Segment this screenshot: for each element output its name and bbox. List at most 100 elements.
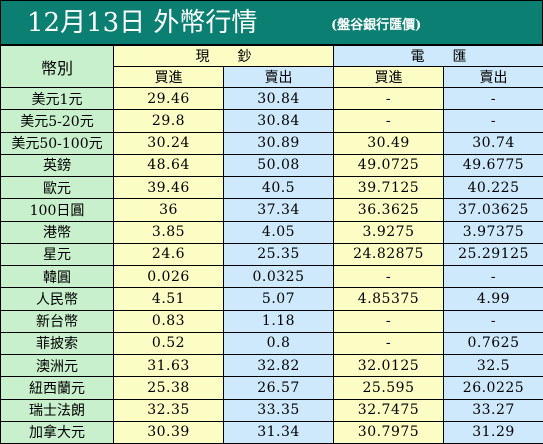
cash-buy-cell: 0.52 [113,331,224,356]
cash-sell-cell: 31.34 [223,420,334,444]
cash-sell-cell: 50.08 [223,153,334,178]
cash-buy-cell: 32.35 [113,398,224,422]
table-row: 英鎊 48.64 50.08 49.0725 49.6775 [0,153,543,178]
table-row: 瑞士法朗 32.35 33.35 32.7475 33.27 [0,398,543,422]
cash-sell-cell: 30.89 [223,131,334,155]
tt-sell-cell: 25.29125 [443,242,543,267]
cash-buy-cell: 3.85 [113,220,224,244]
currency-cell: 加拿大元 [0,420,114,444]
tt-sell-header: 賣出 [443,66,543,88]
cash-buy-cell: 25.38 [113,376,224,400]
tt-buy-cell: 25.595 [333,376,444,400]
tt-sell-cell: 31.29 [443,420,543,444]
currency-cell: 韓圓 [0,264,114,289]
tt-buy-cell: - [333,109,444,133]
cash-buy-cell: 39.46 [113,175,224,200]
tt-sell-cell: 32.5 [443,353,543,378]
page-title: 12月13日 外幣行情 [27,8,258,38]
tt-buy-cell: 32.7475 [333,398,444,422]
tt-buy-cell: 32.0125 [333,353,444,378]
tt-sell-cell: 4.99 [443,287,543,311]
cash-sell-cell: 0.8 [223,331,334,356]
exchange-rate-table: 幣別 現 鈔 電 匯 買進 賣出 買進 賣出 美元1元 29.46 30.84- - 美… [0,45,543,444]
currency-cell: 英鎊 [0,153,114,178]
tt-buy-cell: 30.49 [333,131,444,155]
table-row: 美元50-100元 30.24 30.89 30.49 30.74 [0,131,543,155]
tt-buy-cell: 3.9275 [333,220,444,244]
cash-buy-cell: 29.46 [113,86,224,111]
cash-sell-cell: 40.5 [223,175,334,200]
table-row: 韓圓 0.026 0.0325- - [0,264,543,289]
tt-buy-cell: 39.7125 [333,175,444,200]
tt-sell-cell: 33.27 [443,398,543,422]
cash-sell-cell: 5.07 [223,287,334,311]
cash-sell-header: 賣出 [223,66,334,88]
tt-sell-cell: 26.0225 [443,376,543,400]
table-row: 新台幣 0.83 1.18- - [0,309,543,333]
currency-cell: 人民幣 [0,287,114,311]
table-row: 美元5-20元 29.8 30.84- - [0,109,543,133]
cash-sell-cell: 4.05 [223,220,334,244]
cash-sell-cell: 37.34 [223,198,334,222]
currency-cell: 星元 [0,242,114,267]
tt-buy-cell: - [333,86,444,111]
currency-cell: 紐西蘭元 [0,376,114,400]
table-row: 紐西蘭元 25.38 26.57 25.595 26.0225 [0,376,543,400]
table-row: 加拿大元 30.39 31.34 30.7975 31.29 [0,420,543,444]
cash-sell-cell: 30.84 [223,109,334,133]
cash-sell-cell: 1.18 [223,309,334,333]
tt-buy-cell: 36.3625 [333,198,444,222]
table-row: 星元 24.6 25.35 24.82875 25.29125 [0,242,543,267]
table-subheader-row: 買進 賣出 買進 賣出 [1,66,543,88]
tt-sell-cell: 30.74 [443,131,543,155]
cash-buy-cell: 30.39 [113,420,224,444]
currency-cell: 歐元 [0,175,114,200]
tt-sell-cell: - [443,86,543,111]
page-subtitle: (盤谷銀行匯價) [331,18,422,33]
currency-cell: 瑞士法朗 [0,398,114,422]
table-row: 美元1元 29.46 30.84- - [0,86,543,111]
currency-cell: 100日圓 [0,198,114,222]
currency-cell: 港幣 [0,220,114,244]
tt-sell-cell: 37.03625 [443,198,543,222]
cash-buy-cell: 36 [113,198,224,222]
table-body: 美元1元 29.46 30.84- - 美元5-20元 29.8 30.84- - 美元50-1… [0,86,543,444]
cash-sell-cell: 26.57 [223,376,334,400]
cash-sell-cell: 25.35 [223,242,334,267]
cash-sell-cell: 0.0325 [223,264,334,289]
tt-sell-cell: - [443,309,543,333]
cash-buy-cell: 0.026 [113,264,224,289]
tt-sell-cell: - [443,264,543,289]
cash-buy-cell: 0.83 [113,309,224,333]
cash-buy-cell: 48.64 [113,153,224,178]
tt-sell-cell: 40.225 [443,175,543,200]
tt-sell-cell: - [443,109,543,133]
currency-cell: 美元5-20元 [0,109,114,133]
currency-cell: 澳洲元 [0,353,114,378]
currency-cell: 菲披索 [0,331,114,356]
tt-buy-cell: - [333,309,444,333]
table-row: 100日圓 36 37.34 36.3625 37.03625 [0,198,543,222]
tt-buy-cell: 24.82875 [333,242,444,267]
currency-cell: 新台幣 [0,309,114,333]
cash-buy-cell: 4.51 [113,287,224,311]
cash-buy-cell: 29.8 [113,109,224,133]
table-row: 澳洲元 31.63 32.82 32.0125 32.5 [0,353,543,378]
cash-group-header: 現 鈔 [113,45,334,67]
tt-buy-cell: - [333,264,444,289]
cash-sell-cell: 32.82 [223,353,334,378]
table-row: 港幣 3.85 4.05 3.9275 3.97375 [0,220,543,244]
table-row: 人民幣 4.51 5.07 4.85375 4.99 [0,287,543,311]
tt-buy-cell: 30.7975 [333,420,444,444]
cash-buy-header: 買進 [113,66,224,88]
currency-cell: 美元50-100元 [0,131,114,155]
table-row: 菲披索 0.52 0.8-0.7625 [0,331,543,356]
cash-buy-cell: 31.63 [113,353,224,378]
title-bar: 12月13日 外幣行情 (盤谷銀行匯價) [0,0,543,45]
cash-sell-cell: 33.35 [223,398,334,422]
telegraphic-group-header: 電 匯 [333,45,543,67]
tt-sell-cell: 3.97375 [443,220,543,244]
tt-buy-header: 買進 [333,66,444,88]
currency-cell: 美元1元 [0,86,114,111]
table-header-row: 幣別 現 鈔 電 匯 [0,45,543,88]
